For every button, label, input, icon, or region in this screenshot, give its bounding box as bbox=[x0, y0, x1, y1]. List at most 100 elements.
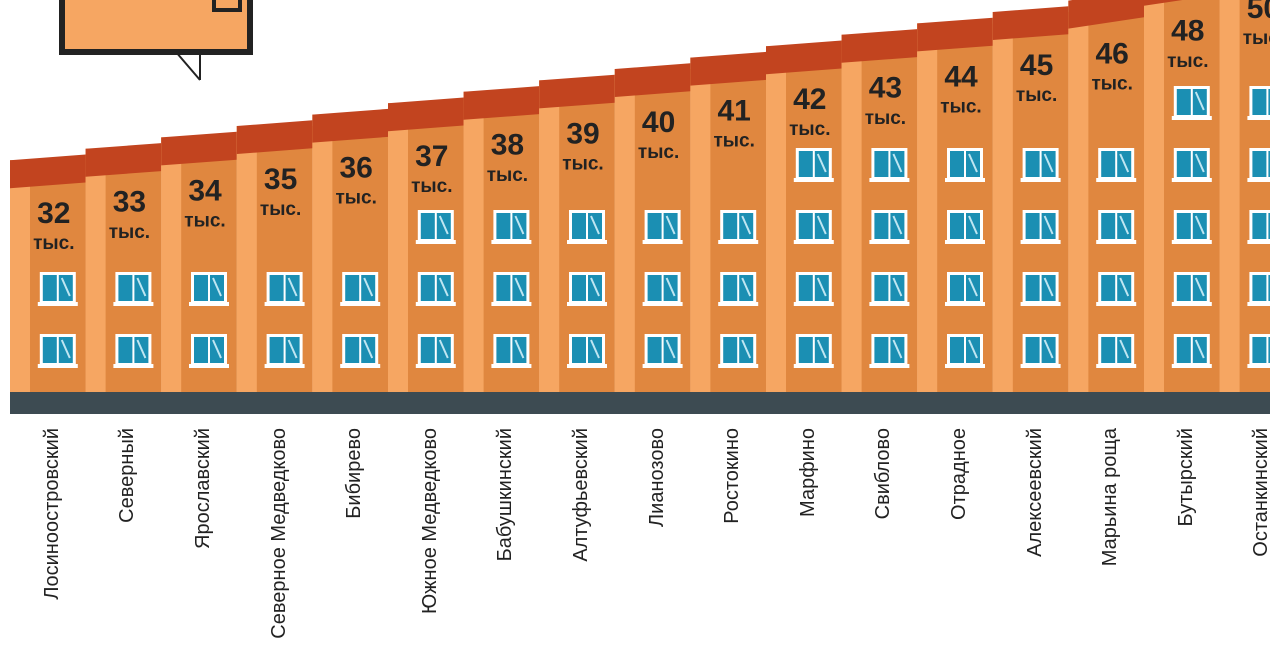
window-pane bbox=[1101, 151, 1116, 177]
unit-label: тыс. bbox=[714, 131, 755, 152]
category-label: Южное Медведково bbox=[418, 428, 441, 615]
window-pane bbox=[798, 337, 813, 363]
value-label: 50 bbox=[1247, 0, 1270, 25]
window-glint bbox=[1043, 277, 1054, 297]
window-glint bbox=[1194, 153, 1205, 173]
window-glint bbox=[892, 215, 903, 235]
window-glint bbox=[665, 215, 676, 235]
unit-label: тыс. bbox=[184, 210, 225, 231]
window-pane bbox=[798, 151, 813, 177]
window-pane bbox=[950, 275, 964, 301]
window bbox=[415, 334, 456, 368]
window-sill bbox=[793, 178, 834, 182]
window-glint bbox=[514, 339, 525, 359]
window-sill bbox=[264, 364, 305, 368]
roof bbox=[236, 120, 313, 154]
window bbox=[567, 334, 607, 368]
window bbox=[1096, 272, 1137, 306]
window-pane bbox=[1176, 151, 1191, 177]
window-sill bbox=[1171, 116, 1212, 120]
window-pane bbox=[496, 275, 511, 301]
roof bbox=[766, 40, 842, 75]
window bbox=[945, 334, 985, 368]
window-pane bbox=[572, 213, 586, 239]
value-label: 48 bbox=[1171, 15, 1204, 48]
window bbox=[491, 334, 532, 368]
pilaster bbox=[690, 57, 711, 392]
window-glint bbox=[892, 153, 903, 173]
window-glint bbox=[1043, 339, 1054, 359]
window-pane bbox=[1025, 337, 1040, 363]
category-label: Бабушкинский bbox=[494, 428, 517, 562]
window-pane bbox=[1268, 213, 1270, 239]
category-label: Алтуфьевский bbox=[570, 428, 592, 562]
window-sill bbox=[1171, 302, 1212, 306]
category-label: Лианозово bbox=[645, 428, 668, 527]
window bbox=[1020, 334, 1061, 368]
roof bbox=[1144, 0, 1183, 6]
window-sill bbox=[1247, 116, 1270, 120]
value-label: 34 bbox=[188, 174, 222, 207]
pilaster bbox=[917, 23, 938, 393]
roof bbox=[388, 97, 464, 132]
window-sill bbox=[567, 240, 607, 244]
window-glint bbox=[741, 277, 752, 297]
window-glint bbox=[968, 339, 978, 359]
window-pane bbox=[420, 275, 435, 301]
window-glint bbox=[665, 277, 676, 297]
window bbox=[37, 334, 78, 368]
window bbox=[869, 210, 910, 244]
window-glint bbox=[1043, 153, 1054, 173]
window-glint bbox=[1119, 153, 1130, 173]
unit-label: тыс. bbox=[789, 119, 830, 140]
window bbox=[340, 272, 381, 306]
window bbox=[869, 334, 910, 368]
window-glint bbox=[212, 277, 222, 297]
window-pane bbox=[269, 337, 284, 363]
window-sill bbox=[491, 364, 532, 368]
window-pane bbox=[118, 275, 133, 301]
unit-label: тыс. bbox=[109, 222, 150, 243]
window-pane bbox=[647, 337, 662, 363]
window-glint bbox=[438, 339, 449, 359]
pilaster bbox=[161, 137, 182, 392]
window bbox=[113, 334, 154, 368]
window-glint bbox=[136, 339, 147, 359]
window-pane bbox=[723, 213, 738, 239]
unit-label: тыс. bbox=[638, 142, 679, 163]
window-pane bbox=[1176, 337, 1191, 363]
window-pane bbox=[496, 213, 511, 239]
window bbox=[1171, 272, 1212, 306]
window-glint bbox=[741, 215, 752, 235]
window bbox=[415, 272, 456, 306]
window-glint bbox=[1043, 215, 1054, 235]
window-sill bbox=[1247, 178, 1270, 182]
window bbox=[945, 210, 985, 244]
roof bbox=[312, 108, 388, 143]
window-glint bbox=[968, 215, 978, 235]
category-label: Останкинский bbox=[1250, 428, 1270, 557]
pilaster bbox=[312, 114, 333, 392]
window-glint bbox=[438, 277, 449, 297]
pilaster bbox=[388, 103, 408, 392]
value-label: 43 bbox=[869, 72, 902, 105]
window-pane bbox=[1268, 151, 1270, 177]
window-sill bbox=[37, 364, 78, 368]
window-glint bbox=[1194, 339, 1205, 359]
roof bbox=[614, 63, 691, 97]
window-sill bbox=[1247, 302, 1270, 306]
window-pane bbox=[42, 275, 57, 301]
window-sill bbox=[793, 302, 834, 306]
window bbox=[264, 272, 305, 306]
pilaster bbox=[539, 80, 560, 393]
window-pane bbox=[496, 337, 511, 363]
window-sill bbox=[1096, 302, 1137, 306]
pilaster bbox=[1068, 0, 1089, 392]
window-glint bbox=[816, 153, 827, 173]
window-pane bbox=[1252, 213, 1267, 239]
window-sill bbox=[945, 178, 985, 182]
window-pane bbox=[874, 337, 889, 363]
window-glint bbox=[514, 277, 525, 297]
window-sill bbox=[869, 240, 910, 244]
